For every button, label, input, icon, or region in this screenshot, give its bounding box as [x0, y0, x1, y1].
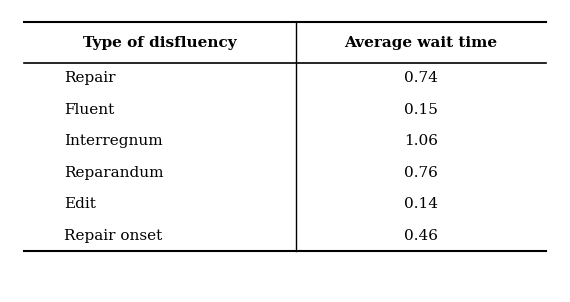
Text: Repair onset: Repair onset [64, 229, 162, 243]
Text: Interregnum: Interregnum [64, 134, 162, 148]
Text: 0.15: 0.15 [404, 103, 438, 117]
Text: Fluent: Fluent [64, 103, 114, 117]
Text: 0.74: 0.74 [404, 72, 438, 85]
Text: 0.46: 0.46 [404, 229, 438, 243]
Text: 0.14: 0.14 [404, 197, 438, 211]
Text: Edit: Edit [64, 197, 96, 211]
Text: Type of disfluency: Type of disfluency [83, 36, 237, 50]
Text: 0.76: 0.76 [404, 166, 438, 180]
Text: Repair: Repair [64, 72, 115, 85]
Text: 1.06: 1.06 [404, 134, 438, 148]
Text: Average wait time: Average wait time [345, 36, 498, 50]
Text: Reparandum: Reparandum [64, 166, 163, 180]
